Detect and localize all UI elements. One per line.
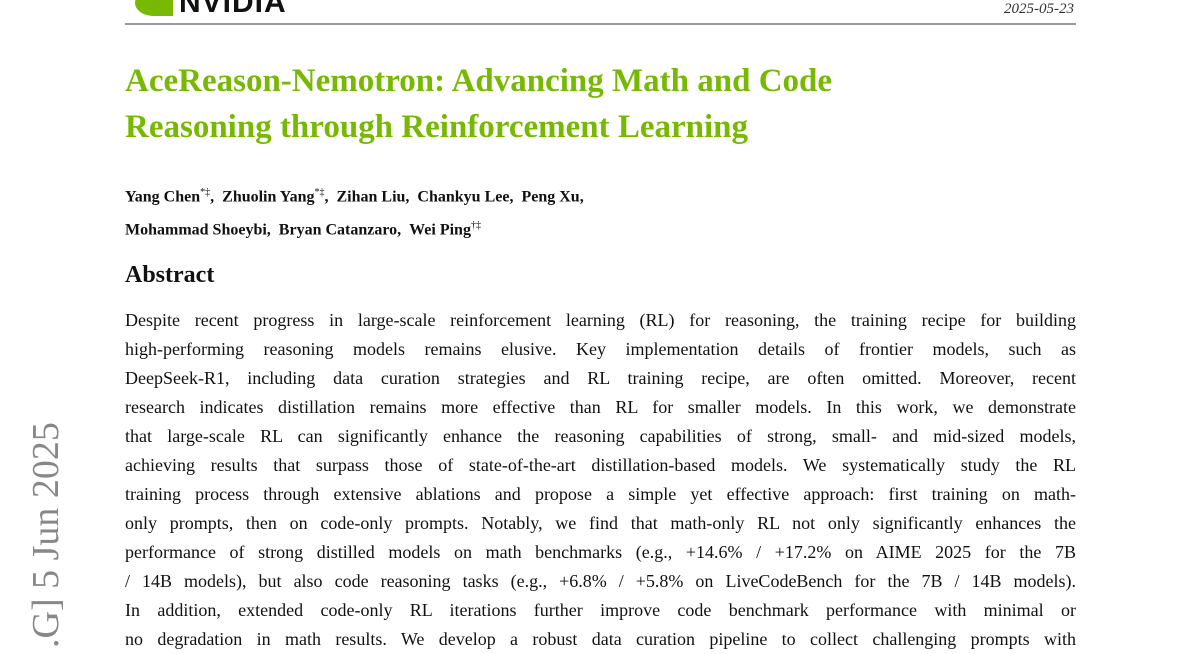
abstract-line: high-performing reasoning models remains… <box>125 339 1076 359</box>
abstract-line: no degradation in math results. We devel… <box>125 629 1076 649</box>
abstract-line: achieving results that surpass those of … <box>125 455 1076 475</box>
author-affiliation-mark: *‡ <box>314 187 325 198</box>
author-affiliation-mark: †‡ <box>470 220 481 232</box>
author: Peng Xu <box>521 188 580 206</box>
arxiv-stamp-text: .G] 5 Jun 2025 <box>25 422 67 648</box>
abstract-line: that large-scale RL can significantly en… <box>125 426 1076 446</box>
title-line: Reasoning through Reinforcement Learning <box>125 109 749 145</box>
abstract-heading: Abstract <box>125 262 215 288</box>
author: Chankyu Lee <box>417 188 510 206</box>
arxiv-stamp: .G] 5 Jun 2025 <box>22 380 82 648</box>
author: Yang Chen <box>125 188 201 206</box>
abstract-line: research indicates distillation remains … <box>125 397 1076 417</box>
nvidia-eye-icon <box>135 0 173 16</box>
nvidia-logo: NVIDIA <box>135 0 287 20</box>
paper-date: 2025-05-23 <box>1004 1 1074 17</box>
paper-title: AceReason-Nemotron: Advancing Math and C… <box>125 58 832 150</box>
abstract-body: Despite recent progress in large-scale r… <box>125 306 1076 654</box>
abstract-line: DeepSeek-R1, including data curation str… <box>125 368 1076 388</box>
author-line: Mohammad Shoeybi, Bryan Catanzaro, Wei P… <box>125 220 481 239</box>
abstract-line: performance of strong distilled models o… <box>125 542 1076 562</box>
header-divider <box>125 23 1076 25</box>
abstract-line: only prompts, then on code-only prompts.… <box>125 513 1076 533</box>
abstract-line: training process through extensive ablat… <box>125 484 1076 504</box>
abstract-line: / 14B models), but also code reasoning t… <box>125 571 1076 591</box>
title-line: AceReason-Nemotron: Advancing Math and C… <box>125 63 833 99</box>
abstract-line: In addition, extended code-only RL itera… <box>125 600 1076 620</box>
author-list: Yang Chen*‡, Zhuolin Yang*‡, Zihan Liu, … <box>125 178 592 245</box>
author: Wei Ping <box>409 221 471 239</box>
author: Zhuolin Yang <box>222 188 315 206</box>
author-line: Yang Chen*‡, Zhuolin Yang*‡, Zihan Liu, … <box>125 187 592 206</box>
author: Zihan Liu <box>336 188 406 206</box>
abstract-line: Despite recent progress in large-scale r… <box>125 310 1076 330</box>
author-affiliation-mark: *‡ <box>200 187 211 198</box>
logo-text: NVIDIA <box>179 0 287 19</box>
author: Bryan Catanzaro <box>278 221 398 239</box>
author: Mohammad Shoeybi <box>125 221 267 239</box>
